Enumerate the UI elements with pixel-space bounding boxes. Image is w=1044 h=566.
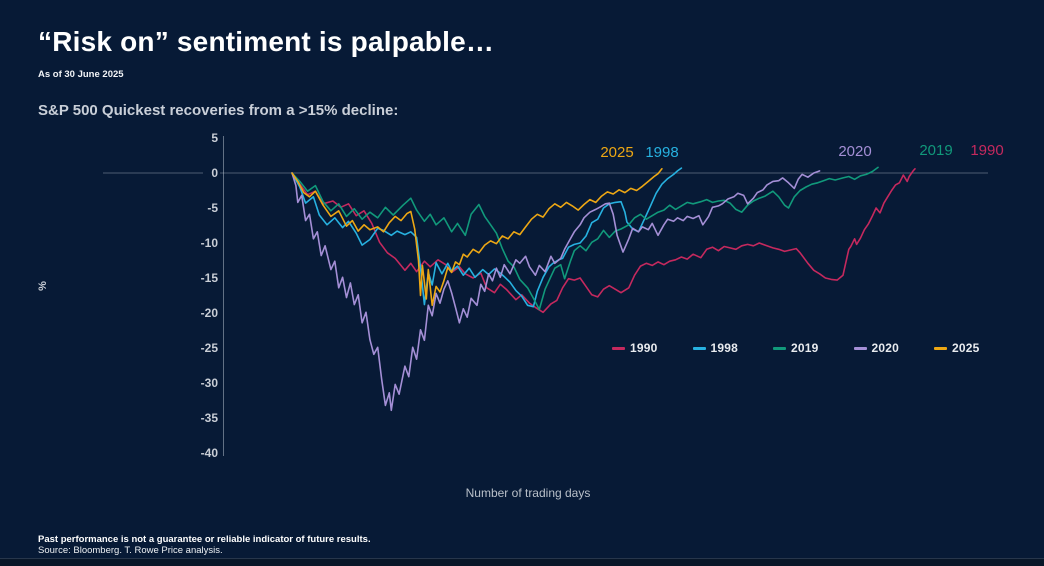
legend-label: 2025 <box>952 341 980 355</box>
series-line-1990 <box>291 168 916 314</box>
series-line-2025 <box>291 168 663 307</box>
series-year-label-1998: 1998 <box>645 144 678 161</box>
legend-swatch-1998 <box>692 346 706 350</box>
legend-label: 1990 <box>630 341 658 355</box>
series-year-label-2020: 2020 <box>838 143 871 160</box>
chart-title: S&P 500 Quickest recoveries from a >15% … <box>38 102 399 119</box>
footer: Past performance is not a guarantee or r… <box>38 534 371 556</box>
y-tick-label: -40 <box>201 446 219 460</box>
legend-label: 1998 <box>710 341 738 355</box>
series-line-1998 <box>291 167 683 308</box>
y-tick-label: -25 <box>201 341 219 355</box>
legend-swatch-1990 <box>612 346 625 350</box>
series-year-label-1990: 1990 <box>970 142 1003 159</box>
series-year-label-2025: 2025 <box>600 144 633 161</box>
series-line-2020 <box>291 170 821 412</box>
y-tick-label: 5 <box>211 131 218 145</box>
series-line-2019 <box>291 166 879 311</box>
chart-legend: 1990 1998 2019 2020 2025 <box>612 341 980 355</box>
y-tick-label: -35 <box>201 411 219 425</box>
legend-item-2019: 2019 <box>773 341 819 355</box>
legend-swatch-2025 <box>934 346 947 350</box>
legend-swatch-2020 <box>853 346 867 350</box>
legend-item-1998: 1998 <box>692 341 739 355</box>
y-axis-label: % <box>36 281 49 291</box>
legend-label: 2019 <box>791 341 819 355</box>
page-title: “Risk on” sentiment is palpable… <box>38 26 495 57</box>
y-tick-label: -30 <box>201 376 219 390</box>
source-text: Source: Bloomberg. T. Rowe Price analysi… <box>38 545 223 556</box>
series-year-label-2019: 2019 <box>919 142 952 159</box>
x-axis-label: Number of trading days <box>465 486 591 500</box>
legend-item-2020: 2020 <box>853 341 900 355</box>
y-tick-label: -15 <box>201 271 219 285</box>
y-tick-label: -20 <box>201 306 219 320</box>
legend-item-1990: 1990 <box>612 341 658 355</box>
legend-item-2025: 2025 <box>934 341 980 355</box>
bottom-accent-bar <box>0 558 1044 566</box>
legend-swatch-2019 <box>773 346 786 350</box>
as-of-date: As of 30 June 2025 <box>38 69 124 80</box>
y-tick-label: -5 <box>207 201 218 215</box>
y-tick-label: -10 <box>201 236 219 250</box>
y-tick-label: 0 <box>211 166 218 180</box>
disclaimer-text: Past performance is not a guarantee or r… <box>38 534 371 545</box>
legend-label: 2020 <box>871 341 899 355</box>
